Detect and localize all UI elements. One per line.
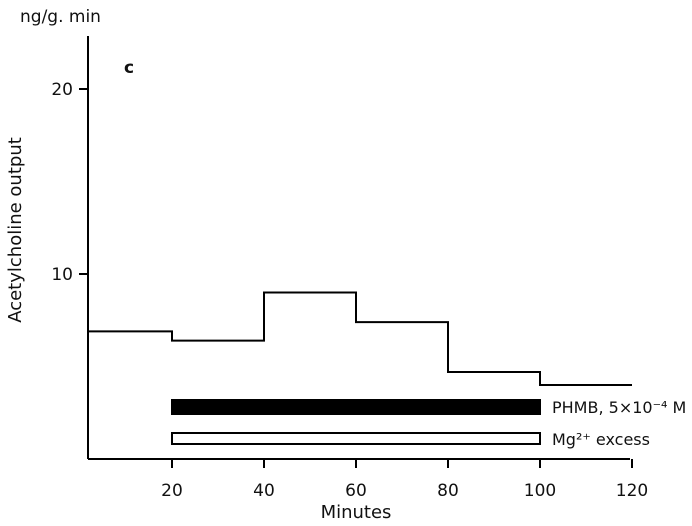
treatment-label: PHMB, 5×10⁻⁴ M bbox=[552, 398, 686, 417]
x-axis-label: Minutes bbox=[321, 502, 392, 523]
treatment-bar bbox=[171, 432, 541, 445]
y-axis-label: Acetylcholine output bbox=[5, 137, 26, 323]
x-tick-label: 120 bbox=[616, 481, 648, 501]
treatment-bar bbox=[171, 399, 541, 415]
x-tick-label: 60 bbox=[345, 481, 367, 501]
y-tick-label: 10 bbox=[51, 265, 73, 285]
y-ticks: 10 20 bbox=[51, 80, 88, 285]
plot-area: 20 40 60 80 100 120 10 20 PHMB, 5×10⁻⁴ M Mg²⁺ e… bbox=[51, 36, 686, 501]
y-tick-label: 20 bbox=[51, 80, 73, 100]
acetylcholine-step-series bbox=[88, 291, 632, 386]
unit-label: ng/g. min bbox=[20, 7, 101, 27]
x-tick-label: 80 bbox=[437, 481, 459, 501]
x-ticks: 20 40 60 80 100 120 bbox=[161, 459, 648, 501]
treatment-label: Mg²⁺ excess bbox=[552, 430, 650, 449]
treatment-bars: PHMB, 5×10⁻⁴ M Mg²⁺ excess bbox=[171, 398, 686, 449]
x-tick-label: 20 bbox=[161, 481, 183, 501]
x-tick-label: 40 bbox=[253, 481, 275, 501]
x-tick-label: 100 bbox=[524, 481, 556, 501]
panel-label: c bbox=[124, 58, 134, 78]
